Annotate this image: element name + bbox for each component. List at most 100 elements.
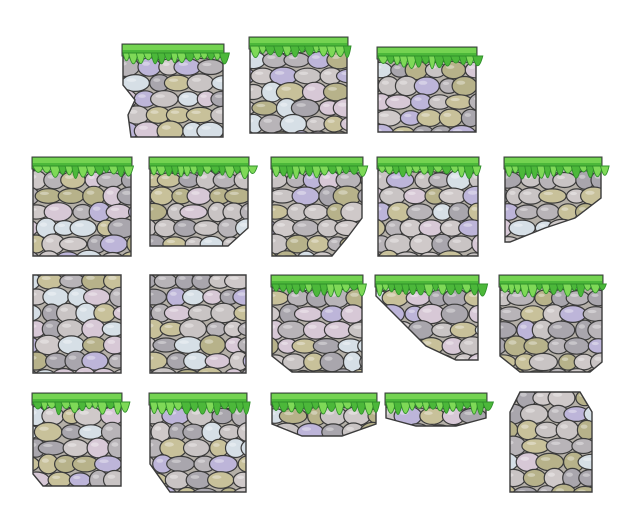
- stone: [582, 306, 602, 322]
- stone: [43, 202, 73, 222]
- stone: [535, 452, 565, 472]
- stone: [33, 303, 42, 323]
- stone: [393, 251, 421, 256]
- stone: [293, 67, 322, 85]
- stone: [126, 233, 131, 255]
- stone: [391, 125, 416, 132]
- stone: [359, 171, 362, 189]
- stone: [81, 318, 106, 340]
- stone: [201, 251, 220, 270]
- stone: [73, 366, 97, 373]
- stone: [197, 58, 223, 76]
- grass-top: [376, 156, 482, 180]
- stone: [33, 368, 38, 373]
- stone: [91, 367, 117, 373]
- stone: [472, 421, 486, 426]
- stone: [123, 136, 127, 137]
- stone: [59, 275, 86, 289]
- stone: [131, 250, 156, 269]
- stone: [205, 320, 227, 337]
- stone: [196, 121, 223, 137]
- stone: [418, 219, 444, 237]
- grass-top: [148, 392, 251, 416]
- stone: [162, 236, 187, 246]
- stone: [417, 251, 443, 256]
- stone: [552, 171, 577, 189]
- stone: [361, 438, 384, 458]
- stone: [150, 288, 167, 306]
- stone: [500, 306, 524, 322]
- stone: [500, 336, 508, 356]
- stone: [34, 188, 63, 204]
- stone: [451, 75, 476, 97]
- stone: [272, 250, 279, 256]
- stone: [193, 219, 220, 236]
- stone: [547, 320, 576, 340]
- stone: [150, 472, 168, 488]
- stone: [269, 130, 294, 133]
- stone: [565, 252, 589, 268]
- stone: [120, 170, 131, 190]
- grass-top: [248, 36, 352, 58]
- stone: [468, 170, 478, 190]
- stone: [407, 320, 435, 340]
- stone: [386, 141, 405, 159]
- grass-top: [384, 392, 495, 416]
- stone: [579, 186, 601, 206]
- stone: [176, 486, 198, 492]
- stone: [62, 438, 90, 458]
- stone: [236, 421, 246, 443]
- stone: [303, 203, 329, 221]
- stone: [179, 318, 207, 340]
- stone: [572, 485, 592, 492]
- stone: [33, 219, 39, 237]
- tile-t06: [270, 156, 369, 257]
- stone: [404, 423, 431, 426]
- stone: [560, 234, 587, 242]
- stone: [471, 233, 478, 255]
- stone: [500, 321, 517, 339]
- stone: [86, 437, 111, 459]
- stone: [329, 439, 348, 457]
- stone: [199, 334, 226, 356]
- stone: [390, 353, 411, 360]
- stone: [150, 234, 166, 246]
- stone: [107, 353, 121, 369]
- stone: [186, 186, 212, 206]
- stone: [33, 275, 41, 292]
- stone: [544, 252, 568, 268]
- stone: [367, 407, 376, 425]
- stone: [321, 423, 346, 436]
- stone: [547, 392, 576, 409]
- stone: [584, 233, 601, 242]
- stone: [467, 352, 478, 360]
- stone: [334, 219, 362, 237]
- stone: [576, 419, 592, 441]
- stone: [464, 61, 476, 79]
- stone: [378, 217, 386, 239]
- stone: [440, 303, 469, 325]
- stone: [16, 487, 39, 505]
- stone: [523, 370, 550, 372]
- stone: [251, 100, 278, 116]
- stone: [291, 129, 312, 133]
- stone: [123, 105, 129, 125]
- stone: [272, 335, 279, 356]
- tile-t18: [509, 391, 593, 493]
- stone: [57, 335, 86, 355]
- stone: [296, 422, 325, 436]
- stone: [506, 290, 535, 307]
- stone: [500, 367, 528, 372]
- stone: [353, 251, 362, 256]
- stone: [571, 437, 592, 455]
- stone: [421, 370, 439, 385]
- stone: [438, 108, 463, 128]
- stone: [186, 73, 215, 93]
- stone: [357, 336, 362, 356]
- stone: [426, 424, 453, 426]
- stone: [376, 322, 393, 338]
- stone: [522, 468, 547, 488]
- stone: [446, 424, 476, 426]
- stone: [345, 288, 362, 308]
- stone: [505, 217, 513, 239]
